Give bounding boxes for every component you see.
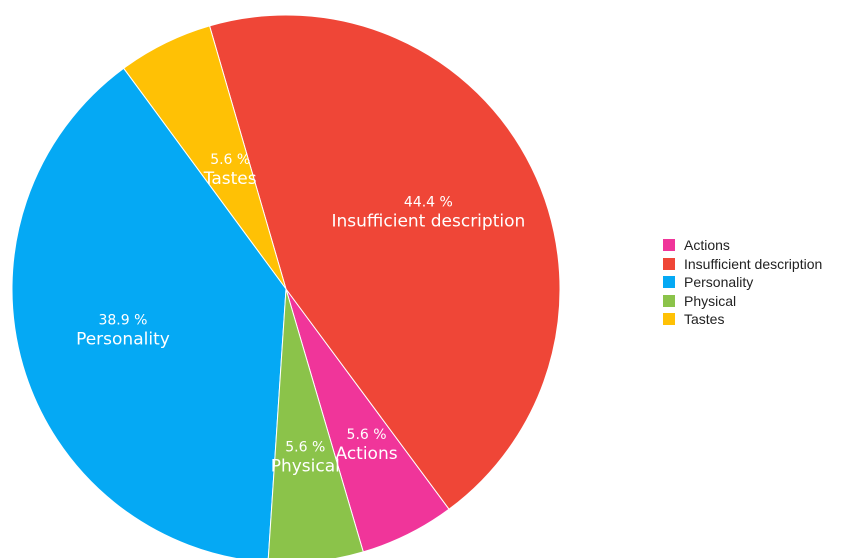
legend-item-actions: Actions xyxy=(663,236,822,255)
legend-label: Actions xyxy=(684,237,730,254)
slice-value-label-tastes: 5.6 % xyxy=(210,152,250,168)
legend-item-insufficient-description: Insufficient description xyxy=(663,255,822,274)
legend-item-personality: Personality xyxy=(663,273,822,292)
legend-label: Tastes xyxy=(684,311,725,328)
slice-insufficient-description xyxy=(208,14,561,510)
slice-value-label-physical: 5.6 % xyxy=(285,439,325,455)
slice-value-label-personality: 38.9 % xyxy=(98,313,147,329)
slice-category-label-insufficient-description: Insufficient description xyxy=(332,211,526,231)
slice-category-label-physical: Physical xyxy=(271,456,340,476)
legend-item-physical: Physical xyxy=(663,292,822,311)
slice-value-label-actions: 5.6 % xyxy=(347,427,387,443)
slice-physical xyxy=(267,288,364,558)
slice-category-label-tastes: Tastes xyxy=(203,169,257,189)
legend-swatch xyxy=(663,294,675,307)
legend-swatch xyxy=(663,239,675,252)
slice-value-label-insufficient-description: 44.4 % xyxy=(404,194,453,210)
legend-swatch xyxy=(663,313,675,326)
slice-category-label-actions: Actions xyxy=(335,444,397,464)
pie-slices xyxy=(11,14,561,558)
legend-swatch xyxy=(663,276,675,289)
legend-label: Insufficient description xyxy=(684,255,823,272)
legend-label: Physical xyxy=(684,292,737,309)
legend-label: Personality xyxy=(684,274,754,291)
slice-personality xyxy=(11,67,287,558)
slice-category-label-personality: Personality xyxy=(76,330,170,350)
legend-swatch xyxy=(663,257,675,270)
chart-legend: Actions Insufficient description Personali… xyxy=(663,236,822,329)
legend-item-tastes: Tastes xyxy=(663,310,822,329)
